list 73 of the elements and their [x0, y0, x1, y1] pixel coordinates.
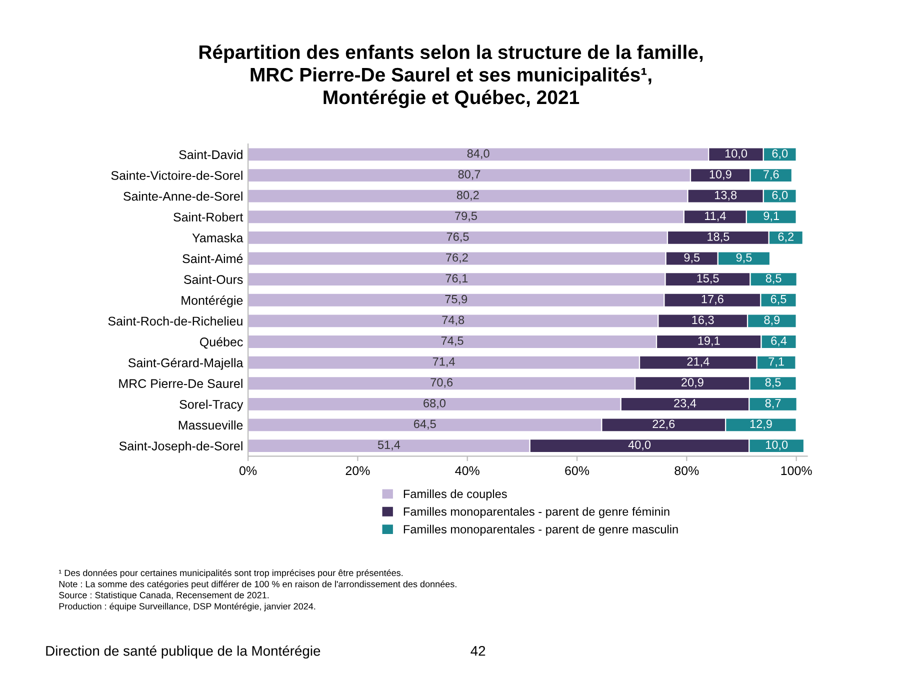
data-label: 9,1 — [764, 212, 780, 222]
x-tick-label: 0% — [240, 466, 257, 476]
y-tick-label: Saint-Aimé — [182, 254, 243, 264]
y-tick-label: Sainte-Victoire-de-Sorel — [111, 170, 242, 180]
data-label: 11,4 — [705, 212, 726, 222]
data-label: 12,9 — [750, 420, 772, 430]
y-tick-label: Saint-Gérard-Majella — [128, 358, 244, 370]
y-tick-label: Massueville — [178, 420, 243, 430]
legend-label: Familles monoparentales - parent de genre féminin — [404, 506, 670, 518]
data-label: 19,1 — [698, 336, 720, 346]
data-label: 8,5 — [766, 274, 782, 284]
x-tick-label: 80% — [674, 466, 699, 476]
data-label: 76,5 — [446, 232, 469, 242]
y-tick-label: Sorel-Tracy — [180, 400, 244, 412]
y-tick-label: Québec — [200, 337, 243, 349]
data-label: 80,7 — [458, 170, 480, 180]
data-label: 10,0 — [725, 149, 748, 160]
data-label: 22,6 — [652, 420, 675, 430]
data-label: 80,2 — [456, 190, 479, 201]
y-tick-label: MRC Pierre-De Saurel — [119, 378, 242, 388]
y-tick-label: Saint-Ours — [184, 274, 243, 284]
data-label: 9,5 — [684, 253, 700, 264]
data-label: 64,5 — [414, 420, 436, 430]
data-label: 8,9 — [764, 316, 780, 326]
x-tick-label: 40% — [455, 466, 480, 476]
data-label: 13,8 — [715, 190, 737, 201]
data-label: 6,0 — [772, 190, 788, 201]
data-label: 76,2 — [446, 253, 468, 264]
data-label: 6,4 — [771, 336, 787, 346]
x-tick-label: 60% — [565, 466, 590, 476]
data-label: 84,0 — [467, 149, 490, 160]
legend-label: Familles monoparentales - parent de genre masculin — [404, 524, 678, 536]
data-label: 71,4 — [432, 357, 455, 368]
text: 42 — [470, 646, 486, 656]
data-label: 8,7 — [765, 398, 781, 409]
data-label: 21,4 — [687, 357, 710, 368]
data-label: 23,4 — [674, 398, 696, 409]
x-tick-label: 100% — [781, 466, 812, 476]
data-label: 17,6 — [702, 294, 724, 305]
data-label: 10,9 — [710, 170, 732, 180]
y-tick-label: Saint-David — [179, 150, 242, 160]
y-tick-label: Saint-Joseph-de-Sorel — [119, 441, 242, 453]
y-tick-label: Saint-Robert — [174, 212, 244, 222]
data-label: 74,8 — [442, 316, 464, 326]
data-label: 79,5 — [455, 212, 477, 222]
text: Direction de santé publique de la Montérégie — [46, 645, 320, 659]
y-tick-label: Montérégie — [182, 296, 243, 308]
data-label: 75,9 — [445, 294, 468, 305]
data-label: 6,0 — [772, 149, 788, 160]
data-label: 70,6 — [430, 378, 453, 388]
text: ¹ Des données pour certaines municipalités sont trop imprécises pour être présentées. Note : La somme des catégories peut différer de 100 % en raison de l'arrondissement des données. Source : Statistique Canada, Recensement de 2021. Production : équipe Surveillance, DSP Montérégie, janvier 2024. — [58, 569, 456, 612]
x-tick-label: 20% — [346, 466, 370, 476]
data-label: 51,4 — [378, 440, 400, 450]
data-label: 6,5 — [770, 294, 786, 305]
y-tick-label: Sainte-Anne-de-Sorel — [124, 192, 242, 201]
data-label: 18,5 — [708, 232, 730, 242]
data-label: 40,0 — [628, 440, 651, 450]
data-label: 7,6 — [764, 170, 779, 180]
y-tick-label: Yamaska — [192, 233, 244, 242]
data-label: 10,0 — [766, 440, 788, 450]
data-label: 9,5 — [736, 253, 752, 264]
y-tick-label: Saint-Roch-de-Richelieu — [108, 316, 242, 326]
data-label: 8,5 — [765, 378, 781, 388]
data-label: 6,2 — [778, 232, 794, 242]
data-label: 15,5 — [697, 274, 719, 284]
data-label: 76,1 — [446, 274, 468, 284]
data-label: 68,0 — [424, 398, 446, 409]
chart-title: Répartition des enfants selon la structure de la famille, MRC Pierre-De Saurel et ses municipalités¹, Montérégie et Québec, 2021 — [199, 44, 703, 108]
data-label: 7,1 — [768, 357, 784, 368]
legend-label: Familles de couples — [404, 489, 507, 500]
data-label: 16,3 — [692, 316, 714, 326]
data-label: 74,5 — [441, 336, 464, 346]
data-label: 20,9 — [682, 378, 704, 388]
